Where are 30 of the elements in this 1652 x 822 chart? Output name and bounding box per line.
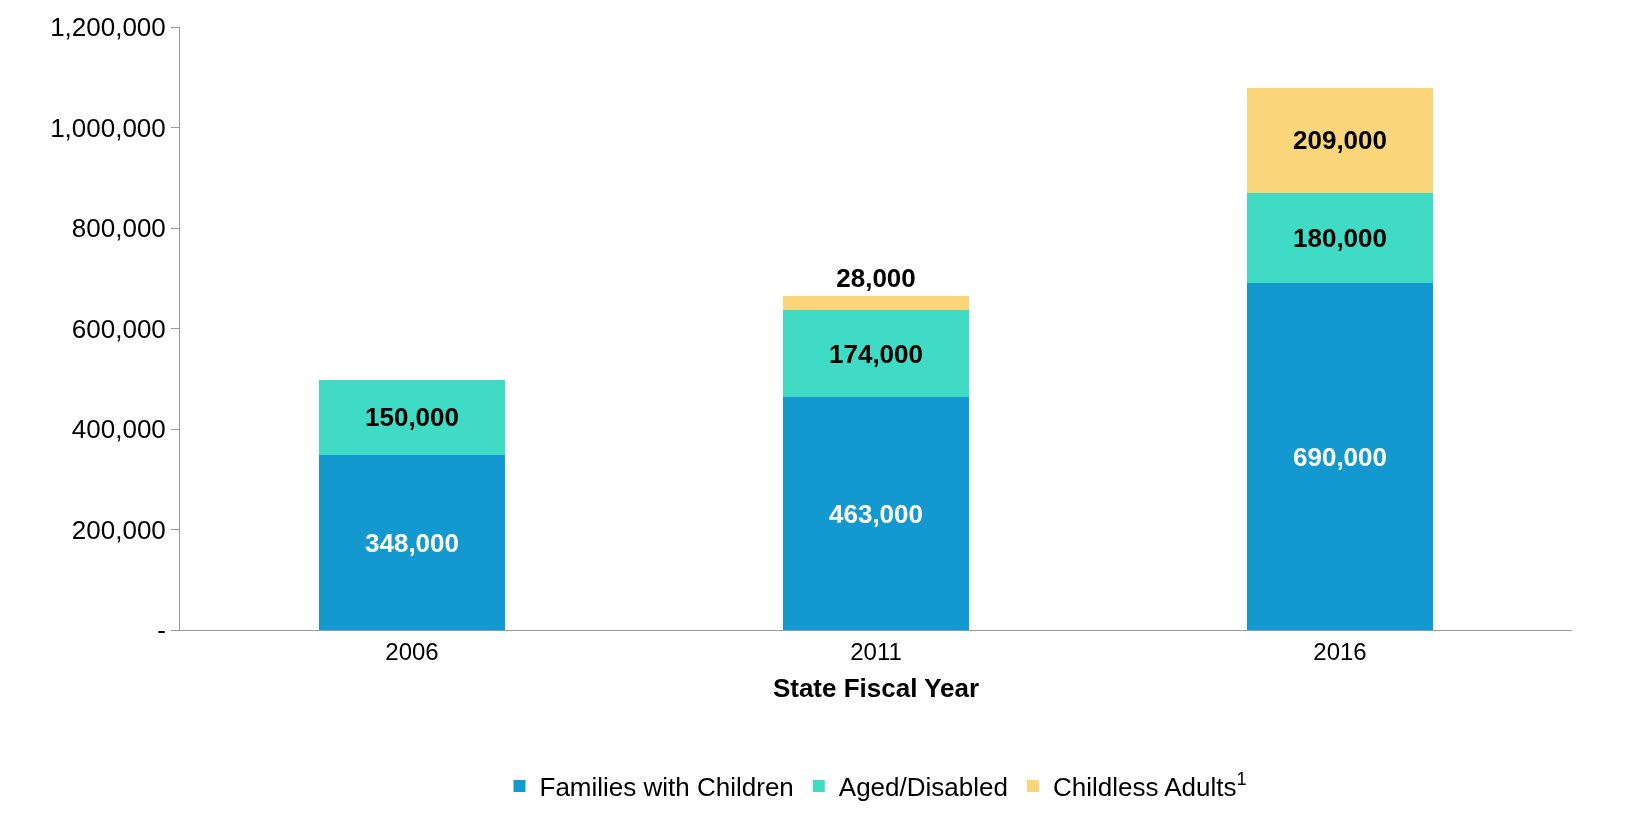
- data-label: 28,000: [836, 262, 916, 293]
- x-axis-title: State Fiscal Year: [772, 673, 980, 704]
- bar: [1247, 192, 1433, 284]
- data-label: 180,000: [1293, 223, 1387, 254]
- y-tick-label: 1,000,000: [50, 112, 166, 143]
- y-tick-label: -: [157, 615, 166, 646]
- data-label: 150,000: [365, 402, 459, 433]
- y-tick-label: 800,000: [71, 213, 166, 244]
- data-label: 690,000: [1293, 441, 1387, 472]
- bar: [319, 379, 505, 456]
- x-tick-label: 2016: [1313, 637, 1367, 665]
- legend-label: Families with Children: [539, 772, 794, 803]
- legend-label: Childless Adults$^{1}$: [1052, 769, 1247, 803]
- bar: [1247, 283, 1433, 630]
- bar: [783, 309, 969, 398]
- x-tick-label: 2006: [385, 637, 439, 665]
- data-label: 463,000: [829, 498, 923, 529]
- data-label: 348,000: [365, 527, 459, 558]
- data-label: 209,000: [1293, 125, 1387, 156]
- legend-label: Aged/Disabled: [838, 772, 1008, 803]
- y-tick-label: 1,200,000: [50, 12, 166, 43]
- y-tick-label: 600,000: [71, 313, 166, 344]
- y-tick-label: 400,000: [71, 414, 166, 445]
- x-tick-label: 2011: [850, 637, 902, 665]
- y-tick-label: 200,000: [71, 514, 166, 545]
- data-label: 174,000: [829, 338, 923, 369]
- bar: [783, 295, 969, 310]
- bar: [1247, 87, 1433, 193]
- bar: [319, 455, 505, 630]
- bar: [783, 397, 969, 630]
